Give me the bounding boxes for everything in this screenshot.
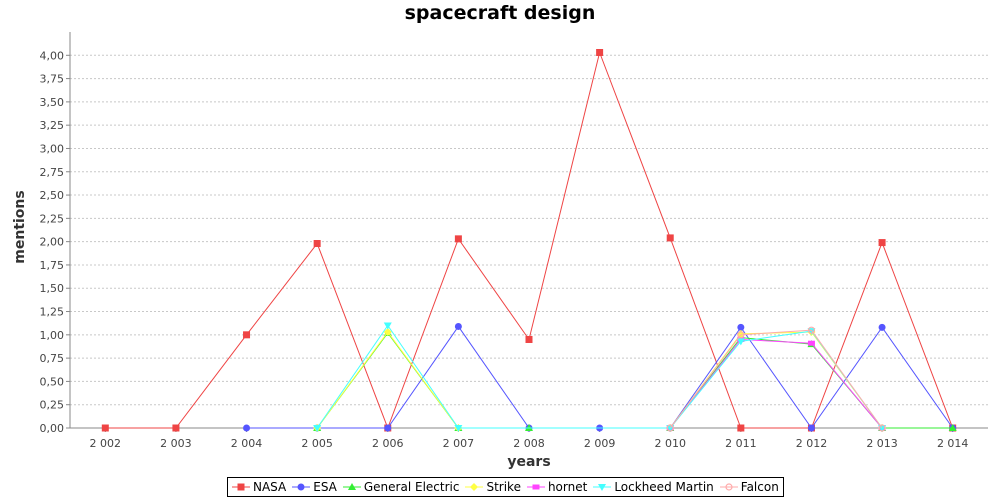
- legend-swatch-lockheed-martin: [593, 484, 612, 491]
- legend-label: hornet: [547, 480, 588, 494]
- nasa-point: [737, 424, 745, 432]
- y-tick-label: 2,00: [40, 236, 65, 249]
- y-tick-label: 3,50: [40, 96, 65, 109]
- legend-label: General Electric: [363, 480, 460, 494]
- legend-item-nasa: NASA: [232, 480, 286, 494]
- legend-item-lockheed-martin: Lockheed Martin: [593, 480, 714, 494]
- legend-lockheed-martin-point: [598, 484, 607, 491]
- y-tick-label: 1,25: [40, 306, 65, 319]
- nasa-point: [101, 424, 109, 432]
- legend-hornet-point: [532, 484, 540, 490]
- y-tick-label: 3,75: [40, 73, 65, 86]
- esa-point: [878, 323, 886, 331]
- line-chart: 0,00 0,25 0,50 0,75 1,00 1,25 1,50 1,75 2,00 2,25…: [12, 32, 988, 470]
- x-tick-label: 2 008: [513, 437, 545, 450]
- x-tick-label: 2 010: [654, 437, 686, 450]
- legend-general-electric-point: [347, 483, 356, 490]
- x-tick-label: 2 005: [301, 437, 333, 450]
- legend-falcon-point: [725, 483, 733, 491]
- legend-swatch-falcon: [719, 483, 738, 491]
- lockheed-martin-point: [878, 425, 887, 432]
- nasa-point: [596, 48, 604, 56]
- lockheed-martin-point: [666, 425, 675, 432]
- axes: 0,00 0,25 0,50 0,75 1,00 1,25 1,50 1,75 2,00 2,25…: [40, 32, 988, 450]
- legend-item-esa: ESA: [292, 480, 337, 494]
- lockheed-martin-point: [454, 425, 463, 432]
- legend-nasa-point: [237, 483, 245, 491]
- y-tick-label: 3,00: [40, 142, 65, 155]
- esa-point: [454, 322, 462, 330]
- lockheed-martin-point: [383, 322, 392, 330]
- series-line-falcon: [669, 329, 883, 429]
- esa-point: [737, 323, 745, 331]
- lockheed-martin-point: [736, 338, 745, 346]
- x-tick-label: 2 006: [372, 437, 404, 450]
- esa-point: [384, 424, 392, 432]
- y-tick-label: 2,75: [40, 166, 65, 179]
- falcon-point: [807, 326, 816, 334]
- y-tick-label: 1,50: [40, 282, 65, 295]
- plot-area: [70, 32, 988, 428]
- y-tick-label: 4,00: [40, 49, 65, 62]
- x-tick-label: 2 004: [231, 437, 263, 450]
- x-axis-label: years: [507, 454, 550, 470]
- legend: NASA ESA General Electric Strike hornet Lockh…: [227, 477, 784, 497]
- lockheed-martin-point: [313, 425, 322, 432]
- chart-title: spacecraft design: [404, 2, 596, 24]
- esa-point: [243, 424, 251, 432]
- legend-swatch-esa: [292, 483, 311, 491]
- legend-item-falcon: Falcon: [719, 480, 779, 494]
- grid-lines: [70, 32, 988, 429]
- nasa-point: [666, 234, 674, 242]
- nasa-point: [878, 239, 886, 247]
- strike-point: [383, 328, 392, 337]
- nasa-point: [313, 240, 321, 248]
- y-tick-label: 3,25: [40, 119, 65, 132]
- nasa-point: [454, 235, 462, 243]
- legend-swatch-strike: [465, 483, 484, 491]
- series-layer: [101, 48, 957, 432]
- legend-label: Strike: [486, 480, 521, 494]
- y-tick-label: 1,75: [40, 259, 65, 272]
- falcon-point: [666, 424, 674, 432]
- x-tick-label: 2 003: [160, 437, 192, 450]
- x-tick-label: 2 013: [866, 437, 898, 450]
- falcon-point: [737, 331, 745, 339]
- general-electric-point: [948, 424, 957, 431]
- legend-strike-point: [470, 483, 479, 491]
- y-tick-label: 0,00: [40, 422, 65, 435]
- legend-item-strike: Strike: [465, 480, 521, 494]
- x-tick-label: 2 011: [725, 437, 757, 450]
- nasa-point: [243, 331, 251, 339]
- legend-label: Lockheed Martin: [614, 480, 714, 494]
- legend-item-hornet: hornet: [526, 480, 588, 494]
- legend-esa-point: [297, 483, 305, 491]
- x-tick-label: 2 012: [796, 437, 828, 450]
- y-tick-label: 0,75: [40, 352, 65, 365]
- y-axis-label: mentions: [12, 190, 28, 263]
- legend-item-general-electric: General Electric: [342, 480, 460, 494]
- legend-label: NASA: [253, 480, 287, 494]
- x-tick-label: 2 009: [584, 437, 616, 450]
- legend-label: ESA: [313, 480, 337, 494]
- y-tick-label: 2,25: [40, 212, 65, 225]
- series-line-hornet: [669, 338, 883, 429]
- y-tick-label: 0,50: [40, 375, 65, 388]
- legend-swatch-hornet: [526, 484, 545, 490]
- legend-swatch-nasa: [232, 483, 250, 491]
- x-tick-label: 2 007: [443, 437, 475, 450]
- y-tick-label: 2,50: [40, 189, 65, 202]
- nasa-point: [172, 424, 180, 432]
- legend-swatch-general-electric: [342, 483, 361, 490]
- hornet-point: [807, 340, 815, 346]
- x-tick-label: 2 002: [90, 437, 122, 450]
- x-tick-label: 2 014: [937, 437, 969, 450]
- y-tick-label: 1,00: [40, 329, 65, 342]
- falcon-point: [878, 424, 886, 432]
- y-tick-label: 0,25: [40, 399, 65, 412]
- legend-label: Falcon: [740, 480, 779, 494]
- nasa-point: [525, 335, 533, 343]
- esa-point: [807, 424, 815, 432]
- series-falcon: [666, 326, 886, 432]
